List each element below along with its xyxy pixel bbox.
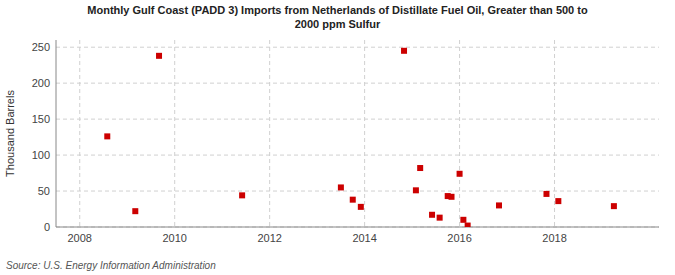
point bbox=[555, 198, 561, 204]
x-tick-label: 2016 bbox=[447, 232, 471, 244]
y-grid-line bbox=[56, 155, 659, 156]
x-axis-line bbox=[56, 227, 659, 228]
x-tick-label: 2012 bbox=[257, 232, 281, 244]
point bbox=[417, 165, 423, 171]
point bbox=[429, 212, 435, 218]
x-grid-line bbox=[554, 40, 555, 227]
x-tick-label: 2008 bbox=[67, 232, 91, 244]
x-grid-line bbox=[79, 40, 80, 227]
points bbox=[104, 48, 617, 227]
point bbox=[401, 48, 407, 54]
y-tick-label: 150 bbox=[32, 113, 50, 125]
chart: Monthly Gulf Coast (PADD 3) Imports from… bbox=[0, 0, 675, 275]
y-axis-label: Thousand Barrels bbox=[4, 90, 16, 177]
point bbox=[104, 133, 110, 139]
y-tick-label: 100 bbox=[32, 149, 50, 161]
y-grid-line bbox=[56, 47, 659, 48]
x-grid-line bbox=[459, 40, 460, 227]
y-axis-line bbox=[56, 40, 57, 227]
y-tick-label: 0 bbox=[44, 221, 50, 233]
grid bbox=[56, 40, 659, 227]
point bbox=[465, 223, 471, 227]
x-tick-label: 2014 bbox=[352, 232, 376, 244]
point bbox=[358, 204, 364, 210]
source-note: Source: U.S. Energy Information Administ… bbox=[6, 260, 216, 271]
y-tick-label: 200 bbox=[32, 77, 50, 89]
point bbox=[460, 217, 466, 223]
x-tick-label: 2018 bbox=[542, 232, 566, 244]
y-tick-label: 50 bbox=[38, 185, 50, 197]
x-tick-label: 2010 bbox=[162, 232, 186, 244]
point bbox=[239, 192, 245, 198]
point bbox=[156, 53, 162, 59]
x-grid-line bbox=[269, 40, 270, 227]
y-grid-line bbox=[56, 191, 659, 192]
point bbox=[437, 215, 443, 221]
x-grid-line bbox=[364, 40, 365, 227]
point bbox=[413, 187, 419, 193]
point bbox=[457, 171, 463, 177]
point bbox=[611, 203, 617, 209]
point bbox=[543, 191, 549, 197]
point bbox=[132, 208, 138, 214]
point bbox=[449, 194, 455, 200]
point bbox=[496, 202, 502, 208]
point bbox=[350, 197, 356, 203]
point bbox=[338, 184, 344, 190]
title: Monthly Gulf Coast (PADD 3) Imports from… bbox=[87, 4, 588, 30]
y-tick-label: 250 bbox=[32, 41, 50, 53]
y-grid-line bbox=[56, 227, 659, 228]
y-grid-line bbox=[56, 119, 659, 120]
y-grid-line bbox=[56, 83, 659, 84]
x-grid-line bbox=[174, 40, 175, 227]
